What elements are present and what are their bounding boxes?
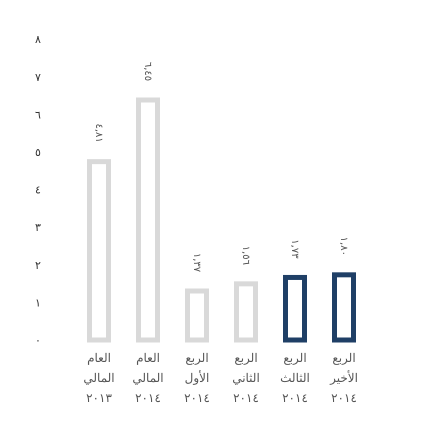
value-label: ٤,٨١ — [93, 123, 104, 142]
x-axis: العام المالي ٢٠١٣ العام المالي ٢٠١٤ الربع الأول… — [83, 351, 358, 405]
x-tick-label: ٢٠١٤ — [282, 391, 308, 405]
x-tick-label: الربع — [332, 351, 355, 365]
y-tick-label: ٦ — [35, 108, 41, 121]
x-tick-label: ٢٠١٤ — [331, 391, 357, 405]
x-tick-label: الثالث — [280, 371, 310, 385]
value-label: ١,٥٦ — [240, 246, 251, 265]
y-tick-label: ٥ — [35, 146, 41, 159]
y-tick-label: ١ — [35, 296, 41, 309]
value-label: ١,٨٠ — [338, 237, 349, 256]
y-tick-label: ٧ — [35, 71, 41, 84]
x-tick-label: ٢٠١٤ — [184, 391, 210, 405]
y-axis: ٠ ١ ٢ ٣ ٤ ٥ ٦ ٧ ٨ — [35, 33, 41, 347]
bars — [87, 97, 356, 343]
x-tick-label: المالي — [83, 371, 114, 385]
value-label: ٦,٤٥ — [142, 62, 153, 81]
x-tick-label: العام — [136, 351, 160, 365]
x-tick-label: المالي — [132, 371, 163, 385]
x-tick-label: ٢٠١٤ — [135, 391, 161, 405]
bar — [283, 274, 307, 343]
x-tick-label: الربع — [185, 351, 208, 365]
value-label: ١,٣٧ — [191, 253, 202, 273]
y-tick-label: ٨ — [35, 33, 41, 46]
y-tick-label: ٢ — [35, 259, 41, 272]
x-tick-label: الربع — [234, 351, 257, 365]
x-tick-label: الأخير — [329, 370, 358, 385]
bar — [185, 288, 209, 343]
x-tick-label: ٢٠١٣ — [86, 391, 112, 405]
bar — [332, 272, 356, 343]
y-tick-label: ٣ — [35, 221, 41, 234]
bar — [136, 97, 160, 343]
y-tick-label: ٠ — [35, 334, 41, 347]
bar — [87, 159, 111, 343]
x-tick-label: الثاني — [232, 371, 260, 385]
bar — [234, 281, 258, 343]
value-label: ١,٧٣ — [289, 239, 300, 259]
x-tick-label: الأول — [185, 370, 210, 385]
x-tick-label: العام — [87, 351, 111, 365]
value-labels: ٤,٨١ ٦,٤٥ ١,٣٧ ١,٥٦ ١,٧٣ ١,٨٠ — [93, 62, 349, 273]
x-tick-label: الربع — [283, 351, 306, 365]
y-tick-label: ٤ — [35, 184, 41, 197]
x-tick-label: ٢٠١٤ — [233, 391, 259, 405]
